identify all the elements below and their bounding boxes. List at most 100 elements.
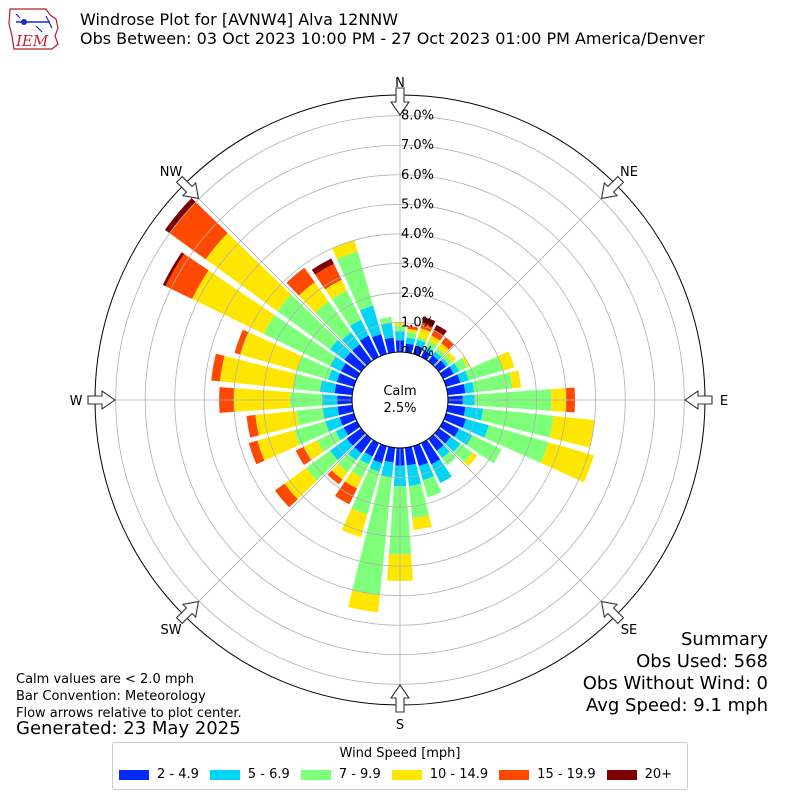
bar-segment: [445, 436, 461, 452]
bar-segment: [316, 431, 341, 452]
bar-segment: [440, 358, 449, 367]
bar-segment: [319, 380, 337, 394]
bar-segment: [348, 447, 362, 461]
radial-tick-label: 8.0%: [401, 109, 434, 124]
bar-segment: [424, 346, 434, 355]
bar-segment: [461, 356, 470, 368]
bar-segment: [432, 351, 442, 361]
radial-tick-labels: 0.0%1.0%2.0%3.0%4.0%5.0%6.0%7.0%8.0%: [401, 109, 434, 360]
radial-tick-label: 4.0%: [401, 227, 434, 242]
bar-segment: [463, 406, 484, 421]
bar-segment: [434, 360, 447, 372]
bar-segment: [443, 413, 467, 429]
bar-segment: [431, 330, 444, 341]
bar-segment: [384, 446, 396, 463]
bar-segment: [220, 355, 297, 389]
calm-label: Calm: [383, 384, 416, 399]
bar-segment: [406, 463, 422, 486]
bar-segment: [293, 373, 322, 392]
bar-segment: [296, 407, 325, 426]
bar-segment: [294, 421, 330, 445]
bar-segment: [408, 483, 429, 519]
bar-segment: [205, 232, 292, 312]
bar-segment: [297, 356, 332, 380]
legend-label: 15 - 19.9: [537, 767, 596, 782]
bar-segment: [343, 420, 361, 436]
bar-segment: [426, 340, 437, 351]
iem-logo: IEM: [8, 8, 59, 50]
radial-tick-label: 6.0%: [401, 168, 434, 183]
legend-swatch: [300, 769, 331, 780]
legend-swatch: [606, 769, 637, 780]
bar-segment: [306, 450, 338, 481]
bar-segment: [346, 428, 366, 446]
radial-tick-label: 1.0%: [401, 315, 434, 330]
bar-segment: [336, 373, 357, 387]
bar-segment: [344, 471, 363, 489]
bar-segment: [433, 324, 447, 336]
summary-obs-without-wind: Obs Without Wind: 0: [582, 673, 768, 694]
legend-item: 5 - 6.9: [209, 767, 290, 782]
note-calm: Calm values are < 2.0 mph: [16, 672, 195, 687]
compass-labels: N NE E SE S SW W NW: [70, 76, 729, 733]
bar-segment: [422, 316, 436, 327]
legend-swatch: [209, 769, 240, 780]
legend-label: 7 - 9.9: [338, 767, 381, 782]
radial-tick-label: 5.0%: [401, 197, 434, 212]
bar-segment: [422, 476, 442, 498]
legend-label: 20+: [644, 767, 673, 782]
legend-swatch: [119, 769, 149, 780]
bar-segment: [415, 339, 426, 349]
legend-items: 2 - 4.9 5 - 6.9 7 - 9.9 10 - 14.9 15 - 19.9 2…: [119, 767, 683, 782]
compass-label: SE: [621, 623, 637, 638]
bar-segment: [435, 347, 445, 358]
bar-segment: [344, 352, 366, 372]
compass-label: NW: [160, 165, 183, 180]
bar-segment: [446, 352, 456, 363]
bar-segment: [359, 451, 373, 465]
bar-segment: [211, 353, 225, 382]
bar-segment: [369, 459, 382, 472]
bar-segment: [449, 363, 460, 374]
compass-label: N: [395, 76, 405, 91]
compass-arrow: [389, 684, 411, 713]
bar-segment: [407, 328, 418, 334]
bar-segment: [257, 430, 300, 461]
logo-text: IEM: [15, 32, 49, 50]
bar-segment: [315, 301, 352, 341]
bar-segment: [339, 413, 357, 426]
bar-segment: [331, 290, 361, 327]
compass-label: S: [396, 718, 404, 733]
bar-segment: [465, 356, 503, 381]
bar-segment: [248, 440, 265, 465]
bar-segment: [384, 337, 396, 354]
bar-segment: [359, 305, 382, 338]
generated-date: Generated: 23 May 2025: [16, 718, 241, 739]
bar-segment: [335, 427, 349, 441]
bar-segment: [466, 435, 502, 464]
bar-segment: [348, 589, 380, 613]
bar-segment: [263, 315, 336, 367]
legend-item: 15 - 19.9: [499, 767, 596, 782]
bar-segment: [330, 339, 351, 360]
grid-spoke: [184, 433, 367, 616]
bar-segment: [240, 332, 303, 371]
bar-segment: [336, 251, 374, 311]
bar-segment: [381, 322, 394, 340]
chart-subtitle: Obs Between: 03 Oct 2023 10:00 PM - 27 O…: [80, 29, 705, 48]
compass-arrow: [389, 87, 411, 116]
legend-item: 2 - 4.9: [119, 767, 199, 782]
bar-segment: [454, 428, 473, 446]
summary-obs-used: Obs Used: 568: [636, 651, 768, 672]
bar-segment: [446, 404, 466, 417]
summary-avg-speed: Avg Speed: 9.1 mph: [586, 695, 768, 716]
legend-label: 5 - 6.9: [247, 767, 290, 782]
bar-segment: [364, 439, 380, 457]
legend-label: 2 - 4.9: [157, 767, 199, 782]
bar-segment: [431, 459, 452, 484]
bar-segment: [437, 343, 449, 354]
bar-segment: [340, 363, 361, 380]
bar-segment: [472, 372, 513, 393]
note-flow-arrows: Flow arrows relative to plot center.: [16, 706, 242, 721]
bar-segment: [463, 381, 475, 394]
